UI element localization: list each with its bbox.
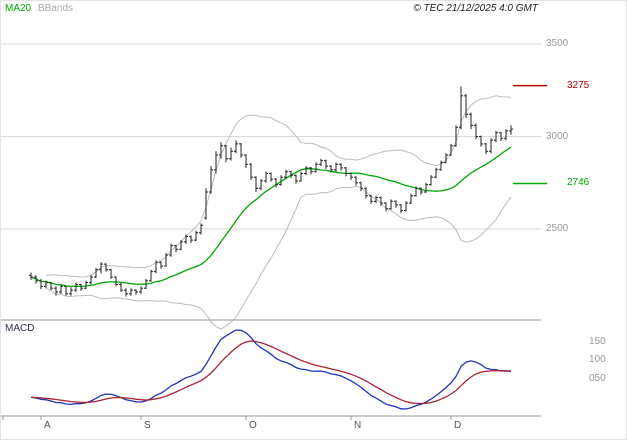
- bbands-legend-label: BBands: [38, 3, 74, 14]
- month-label-september: S: [144, 420, 151, 431]
- month-label-november: N: [354, 420, 362, 431]
- month-label-october: O: [249, 420, 257, 431]
- copyright-text: © TEC 21/12/2025 4:0 GMT: [413, 3, 538, 14]
- price-axis-tick-3000: 3000: [546, 130, 569, 142]
- month-label-august: A: [44, 420, 51, 431]
- macd-axis-tick-100: 100: [589, 354, 606, 366]
- month-label-december: D: [454, 420, 462, 431]
- macd-legend-label: MACD: [5, 323, 35, 334]
- price-axis-tick-2500: 2500: [546, 223, 569, 234]
- ma20-legend-label: MA20: [5, 3, 32, 14]
- support-level-label: 2746: [567, 177, 590, 189]
- macd-axis-tick-050: 050: [589, 372, 606, 384]
- price-axis-tick-3500: 3500: [546, 38, 569, 49]
- macd-axis-tick-150: 150: [589, 335, 606, 347]
- resistance-level-label: 3275: [567, 79, 590, 91]
